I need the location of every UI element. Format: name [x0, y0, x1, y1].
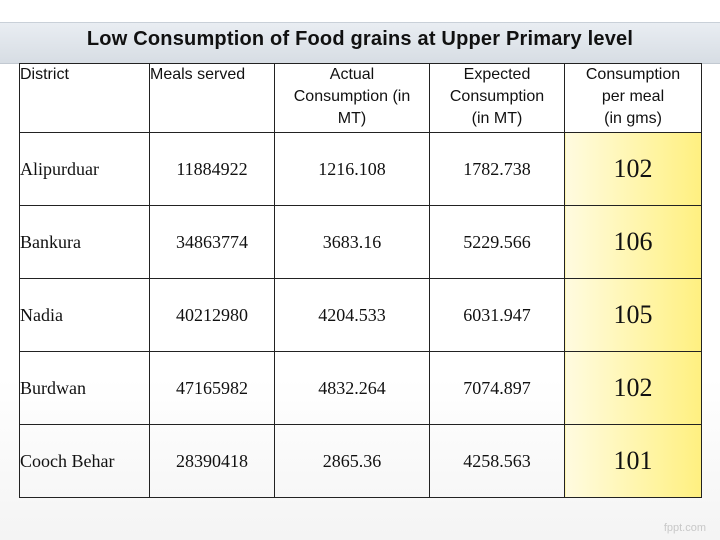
footer-watermark: fppt.com — [663, 522, 706, 534]
cell-expected-consumption: 4258.563 — [429, 424, 565, 498]
table-row: Bankura 34863774 3683.16 5229.566 106 — [19, 205, 702, 279]
cell-expected-consumption: 6031.947 — [429, 278, 565, 352]
cell-district: Cooch Behar — [19, 424, 150, 498]
cell-expected-consumption: 7074.897 — [429, 351, 565, 425]
consumption-table: District Meals served Actual Consumption… — [19, 63, 702, 498]
cell-consumption-per-meal: 105 — [564, 278, 702, 352]
cell-actual-consumption: 2865.36 — [274, 424, 430, 498]
cell-consumption-per-meal: 106 — [564, 205, 702, 279]
table-header-row: District Meals served Actual Consumption… — [19, 63, 702, 133]
cell-meals-served: 28390418 — [149, 424, 275, 498]
cell-district: Nadia — [19, 278, 150, 352]
cell-actual-consumption: 3683.16 — [274, 205, 430, 279]
cell-meals-served: 11884922 — [149, 132, 275, 206]
header-expected-consumption: Expected Consumption (in MT) — [429, 63, 565, 133]
header-consumption-per-meal: Consumption per meal (in gms) — [564, 63, 702, 133]
cell-meals-served: 40212980 — [149, 278, 275, 352]
header-district: District — [19, 63, 150, 133]
table-row: Cooch Behar 28390418 2865.36 4258.563 10… — [19, 424, 702, 498]
cell-expected-consumption: 5229.566 — [429, 205, 565, 279]
title-bar — [0, 22, 720, 64]
header-actual-consumption: Actual Consumption (in MT) — [274, 63, 430, 133]
cell-actual-consumption: 4204.533 — [274, 278, 430, 352]
cell-meals-served: 47165982 — [149, 351, 275, 425]
cell-district: Alipurduar — [19, 132, 150, 206]
header-meals-served: Meals served — [149, 63, 275, 133]
cell-meals-served: 34863774 — [149, 205, 275, 279]
cell-actual-consumption: 4832.264 — [274, 351, 430, 425]
cell-district: Burdwan — [19, 351, 150, 425]
table-row: Alipurduar 11884922 1216.108 1782.738 10… — [19, 132, 702, 206]
cell-consumption-per-meal: 102 — [564, 132, 702, 206]
slide-title: Low Consumption of Food grains at Upper … — [86, 28, 634, 50]
cell-actual-consumption: 1216.108 — [274, 132, 430, 206]
table-row: Burdwan 47165982 4832.264 7074.897 102 — [19, 351, 702, 425]
cell-consumption-per-meal: 102 — [564, 351, 702, 425]
cell-expected-consumption: 1782.738 — [429, 132, 565, 206]
cell-consumption-per-meal: 101 — [564, 424, 702, 498]
cell-district: Bankura — [19, 205, 150, 279]
table-row: Nadia 40212980 4204.533 6031.947 105 — [19, 278, 702, 352]
